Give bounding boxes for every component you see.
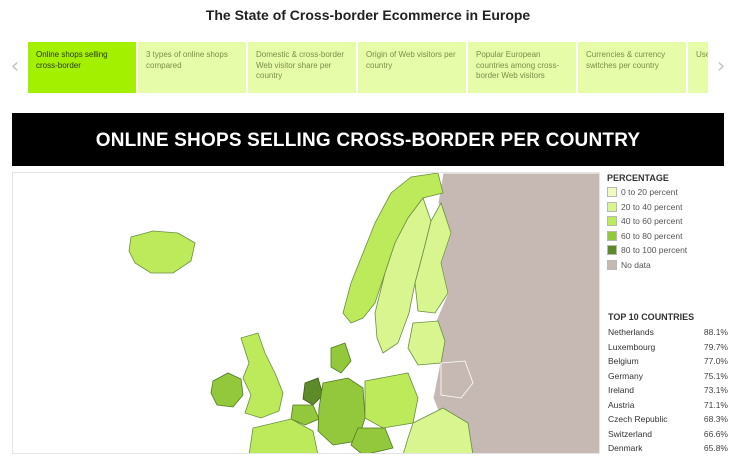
country-name: Ireland xyxy=(608,385,634,395)
region-czech-austria xyxy=(350,427,394,453)
top10-table: TOP 10 COUNTRIES Netherlands 88.1% Luxemb… xyxy=(608,312,728,458)
map-legend: PERCENTAGE 0 to 20 percent 20 to 40 perc… xyxy=(607,173,732,272)
tab-three-types[interactable]: 3 types of online shops compared xyxy=(138,42,246,93)
table-row[interactable]: Austria 71.1% xyxy=(608,400,728,415)
dashboard-title: The State of Cross-border Ecommerce in E… xyxy=(205,7,531,23)
region-ireland xyxy=(210,372,244,408)
region-netherlands xyxy=(302,377,324,406)
tab-visitor-share[interactable]: Domestic & cross-border Web visitor shar… xyxy=(248,42,356,93)
europe-map[interactable] xyxy=(12,172,600,454)
country-value: 73.1% xyxy=(703,385,728,395)
country-name: Luxembourg xyxy=(608,341,656,352)
region-france xyxy=(248,418,318,453)
region-uk xyxy=(240,332,284,419)
next-arrow-icon[interactable]: › xyxy=(716,54,726,79)
country-value: 88.1% xyxy=(703,327,728,337)
country-name: Netherlands xyxy=(608,327,654,337)
tab-popular-countries[interactable]: Popular European countries among cross-b… xyxy=(468,42,576,93)
country-value: 77.0% xyxy=(703,356,728,366)
legend-label-5: No data xyxy=(621,259,651,270)
table-row[interactable]: Belgium 77.0% xyxy=(608,356,728,371)
table-row[interactable]: Luxembourg 79.7% xyxy=(608,342,728,357)
tab-currencies[interactable]: Currencies & currency switches per count… xyxy=(578,42,686,93)
legend-item[interactable]: 60 to 80 percent xyxy=(607,229,732,244)
legend-label-4: 80 to 100 percent xyxy=(621,245,688,256)
country-value: 65.8% xyxy=(703,443,728,453)
country-value: 71.1% xyxy=(703,399,728,410)
country-name: Czech Republic xyxy=(608,414,668,424)
country-name: Denmark xyxy=(608,443,643,453)
legend-item[interactable]: 80 to 100 percent xyxy=(607,243,732,258)
table-row[interactable]: Netherlands 88.1% xyxy=(608,327,728,342)
country-value: 79.7% xyxy=(703,341,728,352)
region-denmark xyxy=(330,342,352,374)
legend-label-1: 20 to 40 percent xyxy=(621,201,683,212)
legend-title: PERCENTAGE xyxy=(607,173,669,183)
region-iceland xyxy=(128,230,196,274)
country-value: 66.6% xyxy=(703,428,728,439)
map-svg xyxy=(128,173,599,453)
legend-item[interactable]: 20 to 40 percent xyxy=(607,200,732,215)
top10-title: TOP 10 COUNTRIES xyxy=(608,312,695,322)
legend-item[interactable]: 0 to 20 percent xyxy=(607,185,732,200)
map-banner: ONLINE SHOPS SELLING CROSS-BORDER PER CO… xyxy=(12,113,724,166)
legend-item[interactable]: No data xyxy=(607,258,732,273)
legend-swatch-4 xyxy=(607,245,617,256)
tab-visitor-origin[interactable]: Origin of Web visitors per country xyxy=(358,42,466,93)
region-poland xyxy=(364,372,419,429)
table-row[interactable]: Germany 75.1% xyxy=(608,371,728,386)
region-russia xyxy=(432,173,599,453)
legend-label-0: 0 to 20 percent xyxy=(621,187,678,198)
country-name: Belgium xyxy=(608,356,639,366)
legend-swatch-1 xyxy=(607,201,617,212)
legend-label-3: 60 to 80 percent xyxy=(621,230,683,241)
region-belarus xyxy=(440,360,474,399)
country-value: 75.1% xyxy=(703,370,728,381)
region-belgium xyxy=(290,404,320,426)
legend-item[interactable]: 40 to 60 percent xyxy=(607,214,732,229)
tab-partial[interactable]: Use tra sho xyxy=(688,42,708,93)
story-tabs: Online shops selling cross-border 3 type… xyxy=(28,42,708,93)
table-row[interactable]: Czech Republic 68.3% xyxy=(608,414,728,429)
country-name: Switzerland xyxy=(608,428,652,439)
legend-swatch-2 xyxy=(607,216,617,227)
country-name: Germany xyxy=(608,370,643,381)
table-row[interactable]: Ireland 73.1% xyxy=(608,385,728,400)
country-value: 68.3% xyxy=(703,414,728,424)
region-baltics xyxy=(407,320,446,366)
region-finland xyxy=(414,202,452,314)
table-row[interactable]: Switzerland 66.6% xyxy=(608,429,728,444)
region-ukraine xyxy=(403,407,474,453)
legend-swatch-3 xyxy=(607,230,617,241)
previous-arrow-icon[interactable]: ‹ xyxy=(10,54,20,79)
table-row[interactable]: Denmark 65.8% xyxy=(608,443,728,458)
legend-swatch-5 xyxy=(607,259,617,270)
legend-swatch-0 xyxy=(607,187,617,198)
country-name: Austria xyxy=(608,399,635,410)
tab-online-shops[interactable]: Online shops selling cross-border xyxy=(28,42,136,93)
legend-label-2: 40 to 60 percent xyxy=(621,216,683,227)
